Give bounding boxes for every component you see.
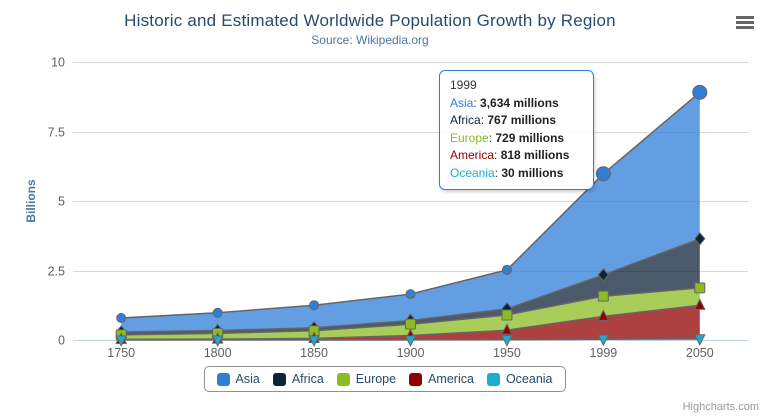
legend-label: America: [428, 372, 474, 386]
marker-oceania-1850[interactable]: [308, 335, 320, 348]
y-axis-label: 5: [58, 195, 65, 209]
hamburger-menu-icon: [736, 16, 754, 19]
marker-asia-1950[interactable]: [501, 264, 512, 275]
legend-swatch-icon: [409, 372, 423, 386]
marker-oceania-1750[interactable]: [115, 335, 128, 348]
marker-asia-1800[interactable]: [212, 307, 223, 318]
x-axis-label: 2050: [686, 346, 714, 360]
marker-america-1999[interactable]: [597, 309, 610, 321]
marker-europe-1999[interactable]: [597, 290, 609, 302]
marker-africa-2050[interactable]: [694, 231, 706, 246]
marker-oceania-1800[interactable]: [211, 335, 224, 348]
legend-swatch-icon: [336, 372, 350, 386]
legend-item-africa[interactable]: Africa: [272, 372, 324, 386]
chart-title: Historic and Estimated Worldwide Populat…: [124, 11, 616, 30]
y-axis-label: 0: [58, 334, 65, 348]
legend-label: Oceania: [505, 372, 553, 386]
marker-asia-2050[interactable]: [692, 84, 708, 100]
legend-swatch-icon: [486, 372, 500, 386]
y-axis-label: 2.5: [48, 265, 65, 279]
x-axis-label: 1750: [107, 346, 135, 360]
legend-item-oceania[interactable]: Oceania: [486, 372, 553, 386]
y-axis-title: Billions: [24, 179, 38, 223]
marker-oceania-1999[interactable]: [597, 334, 610, 347]
marker-oceania-1900[interactable]: [404, 335, 417, 347]
marker-oceania-2050[interactable]: [693, 334, 706, 346]
hamburger-menu-icon: [736, 26, 754, 29]
marker-asia-1750[interactable]: [116, 313, 127, 324]
chart-context-menu-button[interactable]: [736, 16, 754, 29]
legend-label: Africa: [291, 372, 324, 386]
marker-america-2050[interactable]: [693, 298, 706, 310]
y-axis-label: 7.5: [48, 126, 65, 140]
x-axis-label: 1999: [589, 346, 617, 360]
legend-swatch-icon: [272, 372, 286, 386]
marker-america-1950[interactable]: [501, 323, 513, 335]
marker-asia-1999[interactable]: [595, 166, 611, 182]
marker-asia-1900[interactable]: [405, 289, 416, 300]
hamburger-menu-icon: [736, 21, 754, 24]
marker-europe-1900[interactable]: [405, 318, 416, 330]
marker-europe-1950[interactable]: [501, 309, 513, 321]
legend: Asia Africa Europe America Oceania: [203, 366, 566, 392]
legend-item-europe[interactable]: Europe: [336, 372, 397, 386]
area-africa[interactable]: [121, 238, 700, 335]
legend-label: Europe: [355, 372, 397, 386]
x-axis-label: 1800: [204, 346, 232, 360]
marker-africa-1999[interactable]: [597, 268, 610, 282]
chart-subtitle: Source: Wikipedia.org: [311, 33, 429, 47]
marker-oceania-1950[interactable]: [501, 335, 513, 347]
marker-europe-2050[interactable]: [694, 282, 706, 294]
x-axis-label: 1850: [300, 346, 328, 360]
x-axis-label: 1900: [397, 346, 425, 360]
legend-item-america[interactable]: America: [409, 372, 474, 386]
y-axis-label: 10: [51, 56, 65, 70]
area-america[interactable]: [121, 305, 700, 340]
marker-asia-1850[interactable]: [309, 300, 320, 311]
area-asia[interactable]: [121, 92, 700, 332]
legend-item-asia[interactable]: Asia: [216, 372, 260, 386]
legend-swatch-icon: [216, 372, 230, 386]
highcharts-credits[interactable]: Highcharts.com: [682, 401, 759, 413]
x-axis-label: 1950: [493, 346, 521, 360]
legend-label: Asia: [235, 372, 260, 386]
